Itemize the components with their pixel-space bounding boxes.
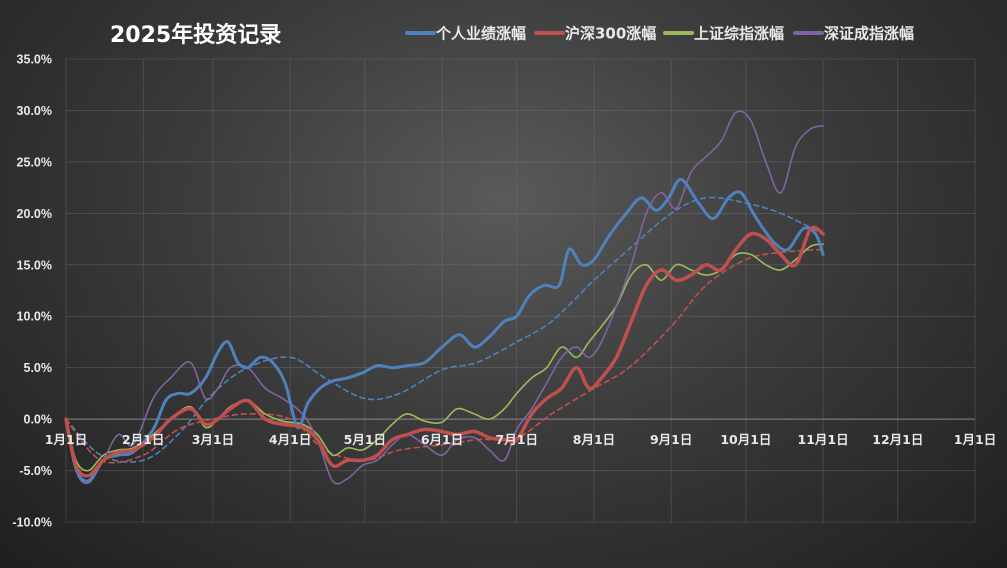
legend-label: 沪深300涨幅 bbox=[565, 25, 656, 43]
series-line-1 bbox=[64, 225, 825, 478]
y-tick-label: 35.0% bbox=[17, 53, 52, 67]
series-line-0 bbox=[64, 177, 825, 483]
y-axis-ticks: -10.0% -5.0% 0.0% 5.0% 10.0% 15.0% 20.0% 25.0% 3… bbox=[12, 53, 52, 530]
y-tick-label: 30.0% bbox=[17, 104, 52, 118]
legend-label: 个人业绩涨幅 bbox=[435, 25, 526, 43]
legend: 个人业绩涨幅 沪深300涨幅 上证综指涨幅 深证成指涨幅 bbox=[405, 25, 914, 43]
x-tick-label: 6月1日 bbox=[421, 432, 463, 447]
y-tick-label: -5.0% bbox=[19, 464, 52, 478]
legend-label: 深证成指涨幅 bbox=[824, 25, 914, 43]
y-tick-label: 15.0% bbox=[17, 258, 52, 272]
y-tick-label: 5.0% bbox=[24, 361, 53, 375]
x-tick-label: 1月1日 bbox=[954, 432, 996, 447]
series-trendline-5 bbox=[65, 248, 824, 464]
series-line-3 bbox=[65, 110, 824, 485]
y-tick-label: 20.0% bbox=[17, 207, 52, 221]
x-gridlines bbox=[65, 59, 976, 522]
x-tick-label: 8月1日 bbox=[573, 432, 615, 447]
x-tick-label: 2月1日 bbox=[122, 432, 164, 447]
x-tick-label: 7月1日 bbox=[496, 432, 538, 447]
x-tick-label: 5月1日 bbox=[344, 432, 386, 447]
x-tick-label: 9月1日 bbox=[650, 432, 692, 447]
chart-title: 2025年投资记录 bbox=[110, 22, 281, 48]
y-tick-label: 10.0% bbox=[17, 310, 52, 324]
x-tick-label: 10月1日 bbox=[720, 432, 771, 447]
x-tick-label: 4月1日 bbox=[269, 432, 311, 447]
y-tick-label: 0.0% bbox=[24, 413, 53, 427]
x-tick-label: 1月1日 bbox=[45, 432, 87, 447]
x-tick-label: 11月1日 bbox=[798, 432, 849, 447]
series-lines bbox=[64, 110, 825, 485]
x-tick-label: 3月1日 bbox=[192, 432, 234, 447]
x-axis-ticks: 1月1日 2月1日 3月1日 4月1日 5月1日 6月1日 7月1日 8月1日 9月1日 10月1… bbox=[45, 432, 996, 447]
y-tick-label: -10.0% bbox=[12, 516, 52, 530]
y-tick-label: 25.0% bbox=[17, 155, 52, 169]
gridlines bbox=[66, 58, 975, 523]
x-tick-label: 12月1日 bbox=[872, 432, 923, 447]
series-trendline-4 bbox=[65, 196, 824, 463]
legend-label: 上证综指涨幅 bbox=[694, 25, 784, 43]
